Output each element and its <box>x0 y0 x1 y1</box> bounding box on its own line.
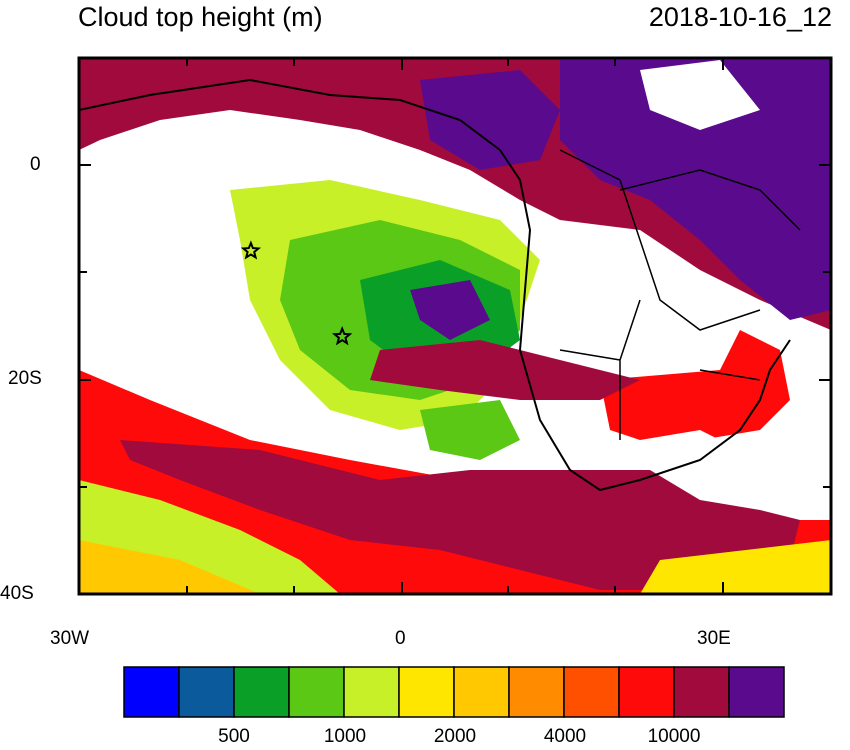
colorbar-swatch <box>398 666 455 718</box>
colorbar-swatch <box>728 666 785 718</box>
star-marker <box>332 326 353 346</box>
colorbar-swatch <box>288 666 345 718</box>
colorbar <box>123 666 785 718</box>
map-frame <box>77 56 833 596</box>
colorbar-swatch <box>453 666 510 718</box>
x-tick-label: 30E <box>697 628 731 649</box>
colorbar-swatch <box>563 666 620 718</box>
x-tick-label: 0 <box>395 628 406 649</box>
y-tick-label: 0 <box>30 154 41 175</box>
map-timestamp: 2018-10-16_12 <box>648 2 832 32</box>
star-marker <box>240 240 262 260</box>
colorbar-label: 1000 <box>323 726 367 747</box>
colorbar-swatch <box>343 666 400 718</box>
colorbar-swatch <box>123 666 180 718</box>
y-tick-label: 40S <box>0 583 34 604</box>
map-field <box>79 58 831 594</box>
colorbar-label: 2000 <box>433 726 477 747</box>
colorbar-label: 10000 <box>647 726 701 747</box>
y-tick-label: 20S <box>8 368 42 389</box>
colorbar-swatch <box>618 666 675 718</box>
colorbar-swatch <box>233 666 290 718</box>
colorbar-swatch <box>673 666 730 718</box>
colorbar-swatch <box>178 666 235 718</box>
map-title: Cloud top height (m) <box>78 2 323 32</box>
x-tick-label: 30W <box>50 628 90 649</box>
colorbar-label: 500 <box>218 726 250 747</box>
colorbar-swatch <box>508 666 565 718</box>
markers-layer <box>240 240 353 346</box>
colorbar-label: 4000 <box>543 726 587 747</box>
